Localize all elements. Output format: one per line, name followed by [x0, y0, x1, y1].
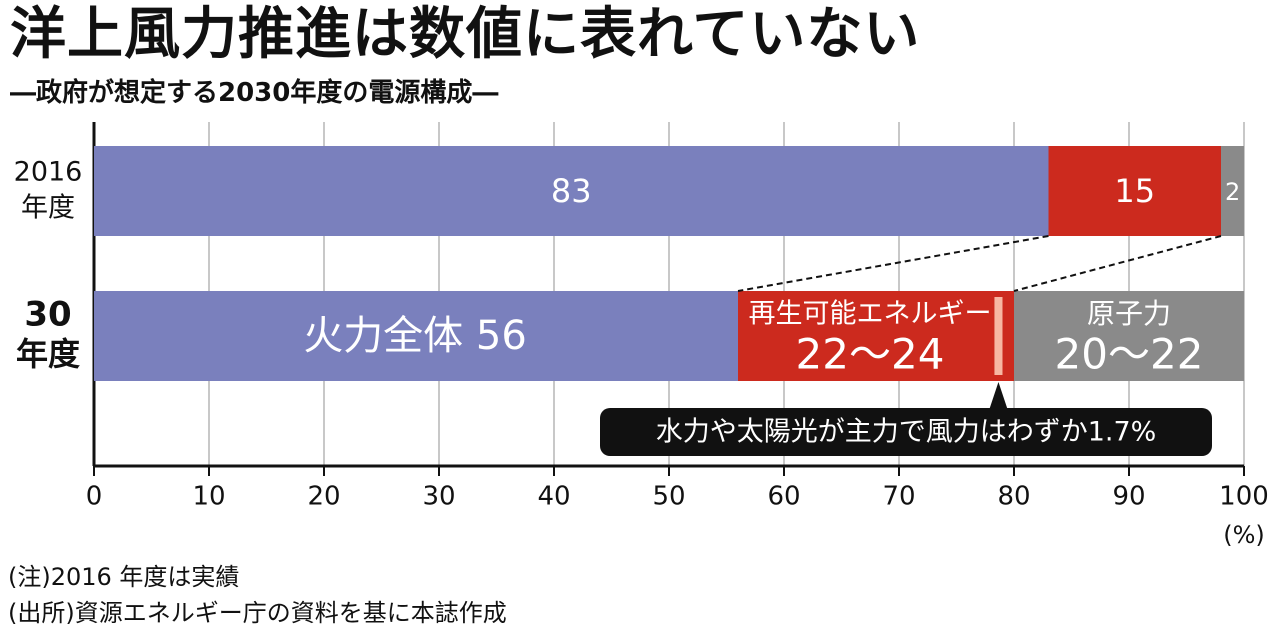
note-actual-results: (注)2016 年度は実績	[8, 563, 240, 591]
callout-pointer	[989, 382, 1008, 409]
x-tick-label: 30	[422, 482, 455, 512]
x-tick-label: 80	[997, 482, 1030, 512]
row-label: 2016	[14, 157, 83, 188]
bar-segment	[738, 291, 1014, 381]
x-unit-label: (%)	[1223, 521, 1265, 549]
x-tick-label: 90	[1112, 482, 1145, 512]
data-label: 22～24	[796, 330, 945, 379]
connector-line	[737, 235, 1049, 292]
x-tick-label: 10	[192, 482, 225, 512]
connector-line	[1013, 235, 1222, 292]
data-label: 83	[551, 172, 592, 210]
data-label: 原子力	[1087, 297, 1171, 330]
data-label: 15	[1114, 172, 1155, 210]
callout-text: 水力や太陽光が主力で風力はわずか1.7%	[656, 417, 1157, 448]
row-label: 年度	[16, 335, 80, 373]
note-source: (出所)資源エネルギー庁の資料を基に本誌作成	[8, 599, 507, 627]
bar-segment	[94, 146, 1049, 236]
row-label: 年度	[21, 193, 75, 224]
row-label: 30	[24, 295, 71, 335]
bar-segment	[94, 291, 738, 381]
bar-segment	[1014, 291, 1244, 381]
bar-segment	[1048, 146, 1221, 236]
x-tick-label: 20	[307, 482, 340, 512]
data-label: 2	[1225, 178, 1240, 206]
bar-segment	[1221, 146, 1244, 236]
x-tick-label: 50	[652, 482, 685, 512]
callout-box	[600, 408, 1212, 456]
wind-highlight-bar	[994, 297, 1003, 375]
chart-title: 洋上風力推進は数値に表れていない	[10, 1, 921, 67]
x-tick-label: 0	[86, 482, 103, 512]
x-tick-label: 100	[1219, 482, 1269, 512]
data-label: 再生可能エネルギー	[749, 299, 992, 330]
data-label: 火力全体 56	[303, 313, 527, 359]
chart-subtitle: ―政府が想定する2030年度の電源構成―	[10, 78, 499, 108]
x-tick-label: 60	[767, 482, 800, 512]
x-tick-label: 40	[537, 482, 570, 512]
data-label: 20～22	[1055, 330, 1204, 379]
x-tick-label: 70	[882, 482, 915, 512]
